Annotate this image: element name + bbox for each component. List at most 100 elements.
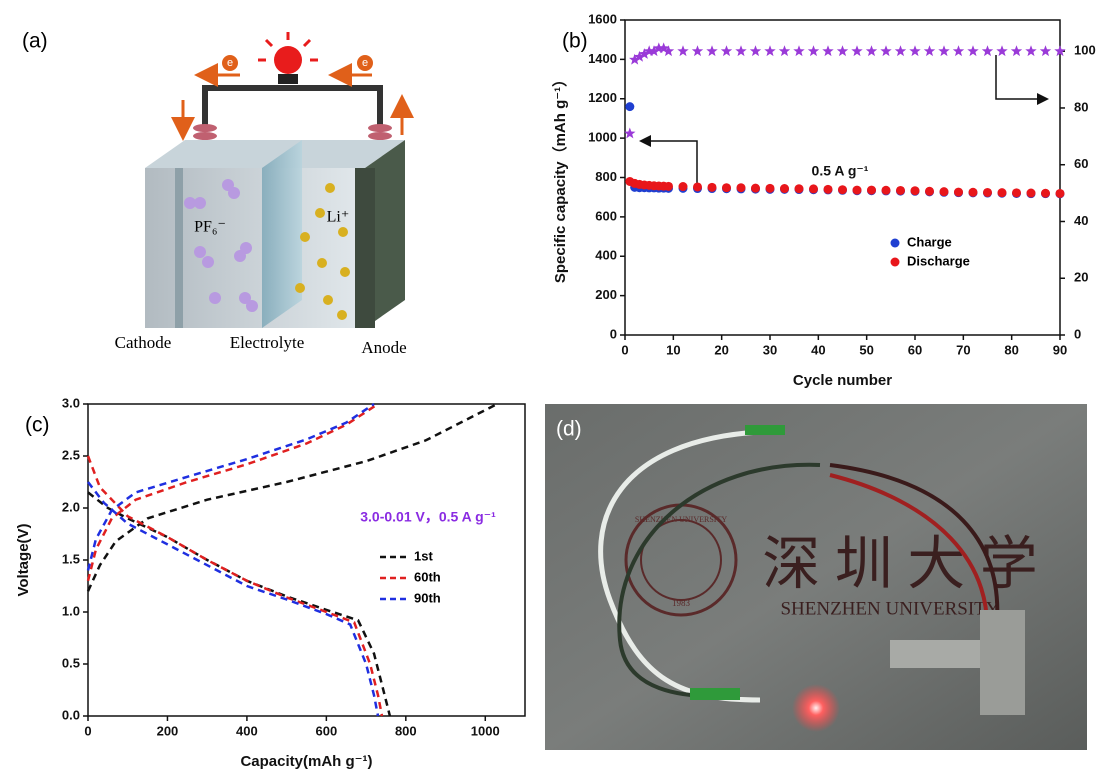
legend-swatch (891, 258, 900, 267)
electron-label: e (362, 57, 368, 69)
cation-label: Li⁺ (327, 209, 350, 226)
seal-year: 1983 (672, 598, 691, 608)
star-marker (735, 45, 746, 56)
x-tick-label: 600 (316, 723, 338, 738)
star-marker (837, 45, 848, 56)
star-marker (764, 45, 775, 56)
y-tick-label: 1000 (588, 130, 617, 145)
point (664, 182, 673, 191)
point (679, 182, 688, 191)
y-tick-label: 2.5 (62, 447, 80, 462)
star-marker (996, 45, 1007, 56)
star-marker (1040, 45, 1051, 56)
axis-arrow (996, 55, 1046, 99)
plot-frame (88, 404, 525, 716)
star-marker (750, 45, 761, 56)
y2-tick-label: 60 (1074, 156, 1088, 171)
separator (262, 140, 302, 328)
star-marker (967, 45, 978, 56)
figure: (a) e e PF₆⁻ (0, 0, 1108, 776)
point (1056, 189, 1065, 198)
y2-tick-label: 100 (1074, 43, 1096, 58)
x-tick-label: 0 (84, 723, 91, 738)
y-tick-label: 1400 (588, 51, 617, 66)
point (1041, 189, 1050, 198)
point (983, 188, 992, 197)
star-marker (909, 45, 920, 56)
axis-arrow (642, 141, 697, 186)
star-marker (866, 45, 877, 56)
bulb (274, 46, 302, 74)
star-marker (938, 45, 949, 56)
point (882, 186, 891, 195)
point (795, 184, 804, 193)
cathode-label: Cathode (115, 333, 172, 352)
y-tick-label: 3.0 (62, 395, 80, 410)
legend-label: 1st (414, 548, 433, 563)
point (954, 188, 963, 197)
star-marker (895, 45, 906, 56)
point (809, 184, 818, 193)
point (969, 188, 978, 197)
x-tick-label: 40 (811, 342, 825, 357)
x-tick-label: 50 (859, 342, 873, 357)
line (88, 404, 497, 716)
star-marker (953, 45, 964, 56)
y-tick-label: 400 (595, 248, 617, 263)
star-marker (982, 45, 993, 56)
anode (355, 168, 375, 328)
line (88, 404, 382, 716)
y2-tick-label: 0 (1074, 326, 1081, 341)
legend-label: Charge (907, 234, 952, 249)
electron-label: e (227, 57, 233, 69)
y2-tick-label: 40 (1074, 213, 1088, 228)
legend-label: Discharge (907, 253, 970, 268)
clip (745, 425, 785, 435)
x-tick-label: 1000 (471, 723, 500, 738)
x-tick-label: 90 (1053, 342, 1067, 357)
bulb-base (278, 74, 298, 84)
line (88, 404, 378, 716)
point (896, 186, 905, 195)
x-tick-label: 400 (236, 723, 258, 738)
x-tick-label: 30 (763, 342, 777, 357)
y-tick-label: 600 (595, 208, 617, 223)
battery-diagram: (a) e e PF₆⁻ (22, 30, 407, 357)
star-marker (880, 45, 891, 56)
point (780, 184, 789, 193)
point (1027, 189, 1036, 198)
y-tick-label: 200 (595, 287, 617, 302)
star-marker (677, 45, 688, 56)
photo: (d) SHENZHEN UNIVERSITY 1983 深 圳 大 学 SHE… (545, 404, 1087, 750)
y-axis-title: Specific capacity（mAh g⁻¹） (551, 72, 569, 283)
anode-label: Anode (361, 338, 406, 357)
point (722, 183, 731, 192)
star-marker (721, 45, 732, 56)
x-tick-label: 10 (666, 342, 680, 357)
clip (690, 688, 740, 700)
annotation: 3.0-0.01 V，0.5 A g⁻¹ (360, 509, 496, 525)
point (998, 188, 1007, 197)
led-glow (792, 684, 840, 732)
star-marker (808, 45, 819, 56)
star-marker (692, 45, 703, 56)
y-tick-label: 0.0 (62, 707, 80, 722)
english-name: SHENZHEN UNIVERSITY (780, 598, 999, 619)
star-marker (924, 45, 935, 56)
x-axis-title: Capacity(mAh g⁻¹) (240, 753, 372, 770)
point (751, 184, 760, 193)
holder (980, 610, 1025, 715)
panel-label: (d) (556, 418, 582, 441)
x-tick-label: 0 (621, 342, 628, 357)
point (737, 183, 746, 192)
point (625, 102, 634, 111)
x-tick-label: 60 (908, 342, 922, 357)
star-marker (779, 45, 790, 56)
panel-label: (b) (562, 30, 588, 53)
star-marker (1025, 45, 1036, 56)
point (708, 183, 717, 192)
point (940, 187, 949, 196)
point (766, 184, 775, 193)
star-marker (793, 45, 804, 56)
x-tick-label: 800 (395, 723, 417, 738)
